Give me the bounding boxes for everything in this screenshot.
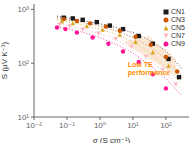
svg-text:σ (S cm⁻¹): σ (S cm⁻¹) <box>93 136 131 143</box>
svg-text:10²: 10² <box>17 59 29 68</box>
svg-text:10³: 10³ <box>17 5 29 14</box>
html-text:CN9: CN9 <box>171 40 185 47</box>
svg-text:10⁻²: 10⁻² <box>26 121 42 130</box>
svg-text:10²: 10² <box>160 121 172 130</box>
html-text:CN3: CN3 <box>171 16 185 23</box>
html-text:CN1: CN1 <box>171 8 185 15</box>
svg-text:Low TEperformance: Low TEperformance <box>128 60 171 76</box>
html-text:CN7: CN7 <box>171 32 185 39</box>
html-text:CN5: CN5 <box>171 24 185 31</box>
svg-text:10¹: 10¹ <box>127 121 139 130</box>
svg-text:10¹: 10¹ <box>17 113 29 122</box>
svg-text:S (μV K⁻¹): S (μV K⁻¹) <box>0 42 9 80</box>
svg-text:10⁻¹: 10⁻¹ <box>59 121 75 130</box>
svg-text:10⁰: 10⁰ <box>94 121 106 130</box>
